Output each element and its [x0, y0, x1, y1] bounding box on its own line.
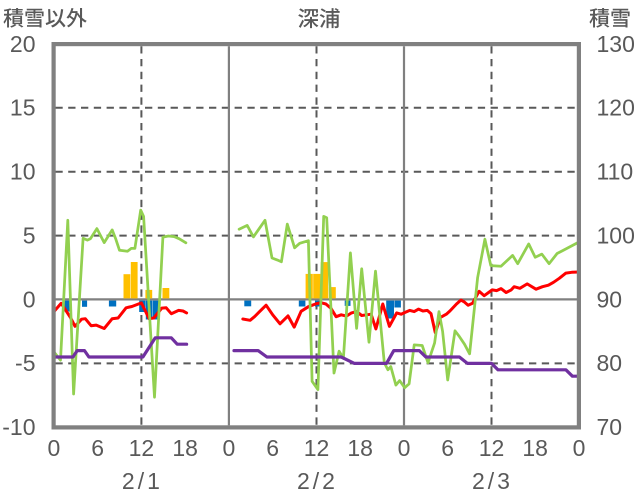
svg-text:0: 0	[48, 435, 61, 461]
svg-text:18: 18	[522, 435, 548, 461]
svg-text:2/1: 2/1	[122, 468, 163, 494]
svg-text:18: 18	[347, 435, 373, 461]
svg-text:80: 80	[597, 350, 623, 376]
svg-text:70: 70	[597, 414, 623, 440]
svg-text:12: 12	[129, 435, 155, 461]
svg-text:110: 110	[597, 159, 634, 185]
svg-text:6: 6	[91, 435, 104, 461]
svg-text:0: 0	[573, 435, 586, 461]
svg-text:18: 18	[172, 435, 198, 461]
svg-text:120: 120	[597, 95, 635, 121]
svg-text:0: 0	[223, 435, 236, 461]
svg-text:100: 100	[597, 222, 635, 248]
svg-text:12: 12	[304, 435, 330, 461]
svg-text:5: 5	[23, 222, 36, 248]
svg-text:6: 6	[441, 435, 454, 461]
svg-text:20: 20	[10, 31, 36, 57]
svg-text:90: 90	[597, 286, 623, 312]
svg-text:15: 15	[10, 95, 36, 121]
svg-text:0: 0	[23, 286, 36, 312]
svg-text:130: 130	[597, 31, 635, 57]
svg-text:-10: -10	[2, 414, 35, 440]
svg-text:-5: -5	[15, 350, 35, 376]
svg-text:10: 10	[10, 159, 36, 185]
svg-text:2/3: 2/3	[472, 468, 513, 494]
svg-text:12: 12	[479, 435, 505, 461]
svg-text:6: 6	[266, 435, 279, 461]
svg-text:0: 0	[398, 435, 411, 461]
svg-text:2/2: 2/2	[297, 468, 338, 494]
